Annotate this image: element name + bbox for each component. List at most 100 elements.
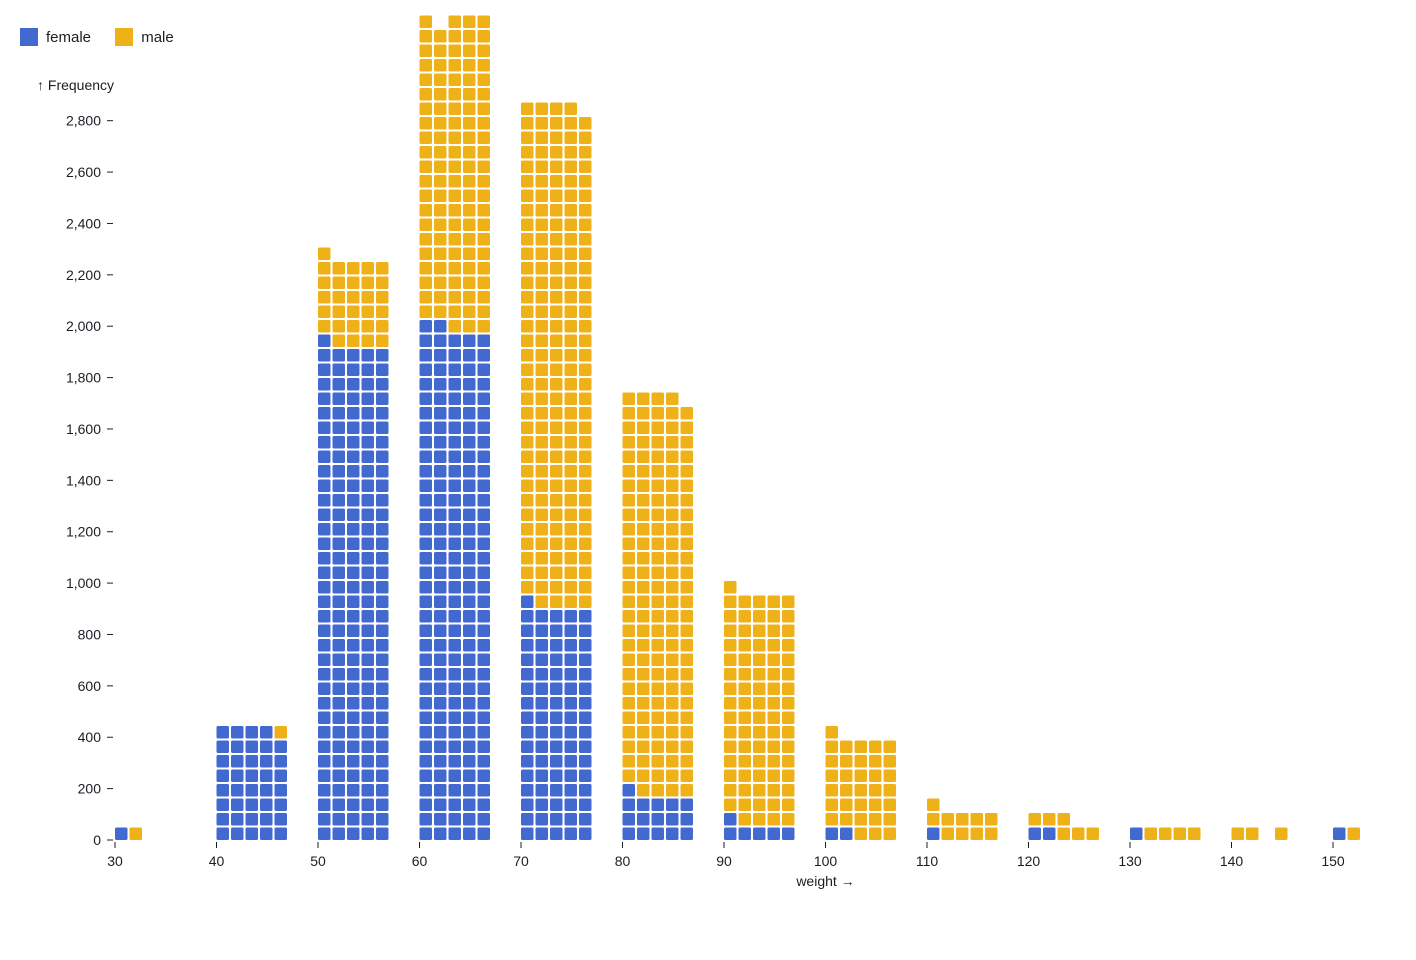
waffle-cell <box>420 538 433 551</box>
waffle-cell <box>318 813 331 826</box>
waffle-cell <box>579 465 592 478</box>
waffle-cell <box>521 770 534 783</box>
waffle-cell <box>1043 813 1056 826</box>
waffle-cell <box>884 813 897 826</box>
waffle-cell <box>724 697 737 710</box>
waffle-cell <box>449 451 462 464</box>
waffle-cell <box>579 639 592 652</box>
waffle-cell <box>623 407 636 420</box>
waffle-cell <box>260 770 273 783</box>
waffle-cell <box>521 190 534 203</box>
waffle-cell <box>521 146 534 159</box>
waffle-cell <box>652 741 665 754</box>
waffle-cell <box>478 335 491 348</box>
waffle-cell <box>318 320 331 333</box>
waffle-cell <box>434 451 447 464</box>
waffle-cell <box>275 741 288 754</box>
waffle-cell <box>246 741 259 754</box>
waffle-cell <box>434 639 447 652</box>
waffle-cell <box>463 59 476 72</box>
waffle-cell <box>478 712 491 725</box>
waffle-cell <box>478 436 491 449</box>
waffle-cell <box>565 132 578 145</box>
waffle-cell <box>318 393 331 406</box>
waffle-cell <box>449 407 462 420</box>
waffle-cell <box>579 393 592 406</box>
waffle-cell <box>434 407 447 420</box>
y-tick-label: 2,800 <box>66 113 101 129</box>
waffle-cell <box>420 465 433 478</box>
waffle-cell <box>637 538 650 551</box>
waffle-cell <box>536 552 549 565</box>
waffle-cell <box>434 712 447 725</box>
waffle-cell <box>550 697 563 710</box>
waffle-cell <box>318 523 331 536</box>
waffle-cell <box>637 393 650 406</box>
waffle-cell <box>333 393 346 406</box>
waffle-cell <box>333 712 346 725</box>
waffle-cell <box>826 828 839 841</box>
waffle-cell <box>463 233 476 246</box>
waffle-cell <box>333 451 346 464</box>
waffle-cell <box>420 349 433 362</box>
waffle-cell <box>753 625 766 638</box>
waffle-cell <box>362 596 375 609</box>
waffle-cell <box>637 465 650 478</box>
waffle-cell <box>449 770 462 783</box>
waffle-cell <box>536 291 549 304</box>
waffle-cell <box>478 407 491 420</box>
waffle-cell <box>420 639 433 652</box>
waffle-cell <box>376 552 389 565</box>
waffle-cell <box>521 320 534 333</box>
waffle-cell <box>521 117 534 130</box>
waffle-cell <box>623 683 636 696</box>
waffle-cell <box>420 277 433 290</box>
waffle-cell <box>623 654 636 667</box>
waffle-cell <box>449 799 462 812</box>
waffle-cell <box>449 306 462 319</box>
waffle-cell <box>347 552 360 565</box>
waffle-cell <box>956 813 969 826</box>
waffle-cell <box>420 16 433 29</box>
waffle-cell <box>550 320 563 333</box>
waffle-cell <box>565 262 578 275</box>
waffle-cell <box>681 625 694 638</box>
waffle-cell <box>666 625 679 638</box>
waffle-cell <box>637 422 650 435</box>
waffle-cell <box>420 697 433 710</box>
waffle-cell <box>420 320 433 333</box>
waffle-cell <box>652 451 665 464</box>
waffle-cell <box>666 494 679 507</box>
waffle-cell <box>478 799 491 812</box>
waffle-cell <box>434 654 447 667</box>
waffle-cell <box>550 755 563 768</box>
waffle-cell <box>318 538 331 551</box>
legend-swatch-male <box>115 28 133 46</box>
waffle-cell <box>550 161 563 174</box>
waffle-cell <box>463 45 476 58</box>
waffle-cell <box>521 451 534 464</box>
waffle-cell <box>420 233 433 246</box>
waffle-cell <box>362 364 375 377</box>
waffle-cell <box>318 552 331 565</box>
waffle-cell <box>362 538 375 551</box>
waffle-cell <box>420 523 433 536</box>
waffle-cell <box>666 552 679 565</box>
waffle-cell <box>478 567 491 580</box>
waffle-cell <box>565 654 578 667</box>
waffle-cell <box>521 422 534 435</box>
waffle-cell <box>1058 813 1071 826</box>
waffle-cell <box>347 581 360 594</box>
waffle-cell <box>565 161 578 174</box>
waffle-cell <box>275 784 288 797</box>
waffle-cell <box>768 610 781 623</box>
waffle-cell <box>449 320 462 333</box>
waffle-cell <box>478 654 491 667</box>
waffle-cell <box>217 726 230 739</box>
waffle-cell <box>333 567 346 580</box>
waffle-cell <box>521 480 534 493</box>
waffle-cell <box>550 596 563 609</box>
waffle-cell <box>420 190 433 203</box>
waffle-cell <box>449 625 462 638</box>
waffle-cell <box>550 770 563 783</box>
